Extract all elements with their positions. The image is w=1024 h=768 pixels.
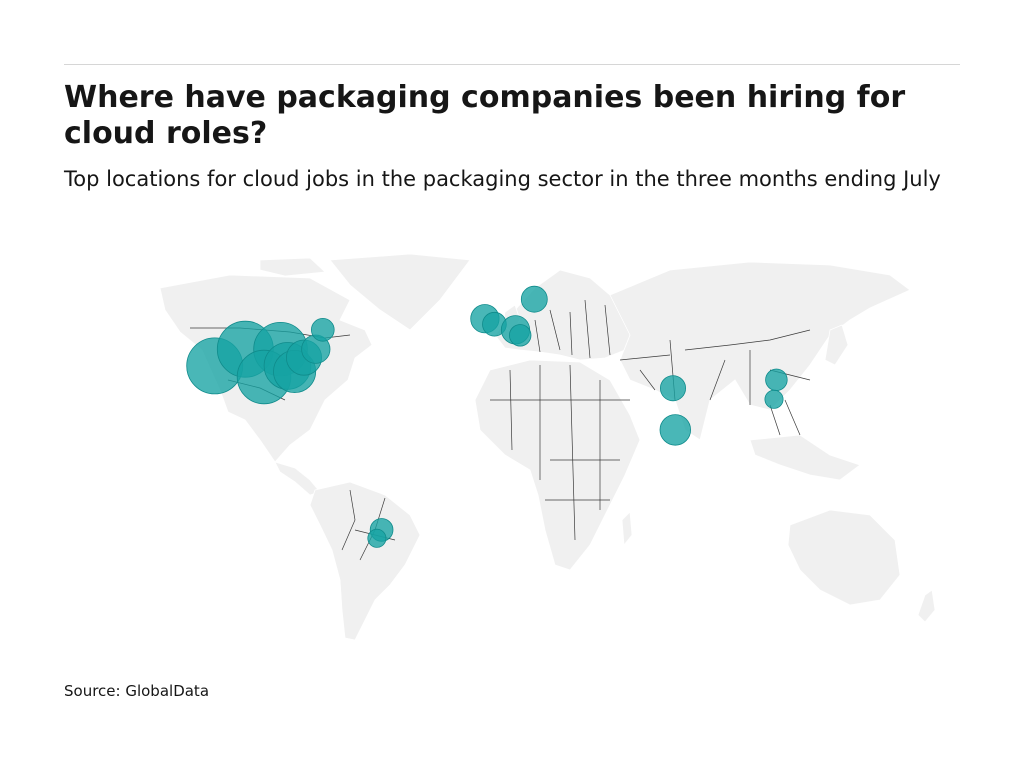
border-southeast-asia xyxy=(769,399,801,436)
land-greenland xyxy=(329,253,471,331)
bubble-taiwan xyxy=(764,389,784,409)
border-africa xyxy=(490,364,630,541)
bubble-northern-india xyxy=(660,375,687,402)
land-madagascar xyxy=(621,511,633,547)
land-africa xyxy=(474,359,641,571)
land-new-zealand xyxy=(917,589,936,623)
bubble-canada xyxy=(311,318,335,342)
land-arctic-islands xyxy=(259,257,326,277)
world-map xyxy=(159,253,936,641)
land-asia xyxy=(609,261,911,441)
land-japan xyxy=(824,324,849,366)
land-south-america xyxy=(309,481,421,641)
border-asia xyxy=(684,329,811,405)
border-europe xyxy=(534,299,611,359)
land-australia xyxy=(787,509,901,606)
land-central-america xyxy=(274,461,321,496)
chart-subtitle: Top locations for cloud jobs in the pack… xyxy=(64,167,941,191)
bubble-layer xyxy=(186,285,788,548)
source-note: Source: GlobalData xyxy=(64,682,210,700)
chart-title: Where have packaging companies been hiri… xyxy=(64,80,906,151)
bubble-southern-india xyxy=(659,414,692,446)
bubble-sweden xyxy=(520,285,548,313)
land-layer xyxy=(159,253,936,641)
top-rule xyxy=(64,64,960,65)
bubble-central-europe xyxy=(509,324,532,347)
land-southeast-asia xyxy=(749,434,861,481)
bubble-brazil-south xyxy=(367,528,387,548)
bubble-china xyxy=(765,368,788,392)
